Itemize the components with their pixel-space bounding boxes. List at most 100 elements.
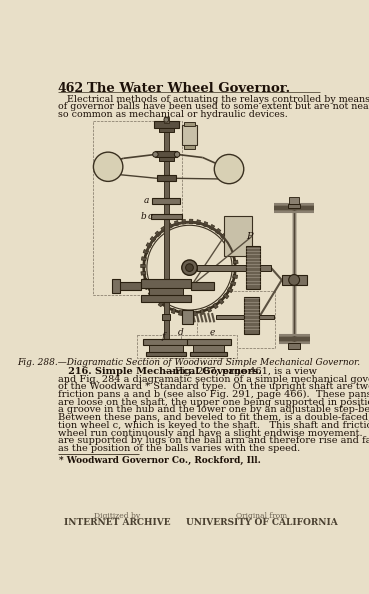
Polygon shape [231, 281, 236, 286]
Text: tion wheel c, which is keyed to the shaft.   This shaft and friction: tion wheel c, which is keyed to the shaf… [58, 421, 369, 430]
Text: of governor balls have been used to some extent but are not nearly: of governor balls have been used to some… [58, 102, 369, 112]
Bar [184, 145, 195, 149]
Text: 462: 462 [58, 82, 84, 95]
Bar [193, 345, 224, 352]
Bar [159, 128, 174, 132]
Bar [137, 336, 196, 359]
Circle shape [182, 260, 197, 276]
Text: as the position of the balls varies with the speed.: as the position of the balls varies with… [58, 444, 300, 453]
Bar [162, 314, 170, 320]
Text: are supported by lugs on the ball arm and therefore rise and fall: are supported by lugs on the ball arm an… [58, 436, 369, 446]
Polygon shape [167, 223, 172, 229]
Bar [155, 151, 177, 157]
Polygon shape [171, 308, 176, 314]
Text: Between these pans, and beveled to fit them, is a double-faced, fric-: Between these pans, and beveled to fit t… [58, 413, 369, 422]
Bar [159, 157, 174, 160]
Bar [149, 345, 183, 352]
Bar [216, 315, 274, 319]
Polygon shape [141, 264, 145, 268]
Bar [157, 175, 176, 181]
Text: —Fig. 287, page 461, is a view: —Fig. 287, page 461, is a view [165, 367, 317, 376]
Polygon shape [196, 220, 200, 225]
Circle shape [289, 274, 300, 285]
Text: c: c [148, 211, 153, 220]
Polygon shape [231, 252, 237, 257]
Bar [224, 216, 252, 256]
Polygon shape [161, 226, 166, 232]
Text: a: a [144, 196, 149, 205]
Polygon shape [210, 225, 215, 230]
Polygon shape [200, 309, 204, 315]
Text: e: e [210, 328, 215, 337]
Polygon shape [203, 222, 208, 227]
Polygon shape [164, 305, 169, 311]
Polygon shape [227, 287, 233, 293]
Circle shape [144, 222, 235, 313]
Polygon shape [221, 233, 226, 239]
Text: and Fig. 284 a diagramatic section of a simple mechanical governor: and Fig. 284 a diagramatic section of a … [58, 375, 369, 384]
Bar [191, 282, 214, 290]
Polygon shape [142, 278, 148, 283]
Bar [154, 121, 179, 128]
Bar [246, 246, 260, 289]
Text: f: f [162, 331, 165, 340]
Bar [143, 339, 190, 345]
Text: d: d [178, 328, 184, 337]
Polygon shape [186, 311, 190, 316]
Bar [197, 290, 275, 349]
Bar [184, 122, 195, 126]
Polygon shape [175, 220, 179, 226]
Polygon shape [158, 301, 163, 307]
Text: UNIVERSITY OF CALIFORNIA: UNIVERSITY OF CALIFORNIA [186, 518, 337, 527]
Text: b: b [141, 211, 146, 220]
Bar [146, 352, 186, 356]
Text: friction pans a and b (see also Fig. 291, page 466).  These pans: friction pans a and b (see also Fig. 291… [58, 390, 369, 399]
Polygon shape [225, 239, 231, 244]
Bar [182, 310, 193, 324]
Bar [244, 297, 259, 334]
Polygon shape [179, 311, 183, 315]
Polygon shape [143, 249, 149, 254]
Polygon shape [193, 311, 197, 316]
Text: * Woodward Governor Co., Rockford, Ill.: * Woodward Governor Co., Rockford, Ill. [59, 456, 261, 465]
Polygon shape [145, 285, 150, 290]
Polygon shape [153, 296, 158, 302]
Bar [141, 295, 191, 302]
Polygon shape [207, 307, 212, 312]
Polygon shape [232, 274, 238, 279]
Text: wheel run continuously and have a slight endwise movement.  They: wheel run continuously and have a slight… [58, 428, 369, 438]
Polygon shape [233, 260, 238, 264]
Bar [93, 121, 182, 295]
Polygon shape [229, 245, 234, 251]
Bar [112, 279, 120, 293]
Bar [164, 118, 169, 123]
Polygon shape [182, 219, 186, 225]
Circle shape [186, 264, 193, 271]
Bar [118, 282, 141, 290]
Bar [190, 352, 227, 356]
Text: P: P [246, 232, 252, 241]
Polygon shape [213, 303, 218, 309]
Bar [151, 214, 182, 219]
Polygon shape [215, 228, 221, 234]
Polygon shape [141, 271, 146, 275]
Bar [141, 279, 191, 289]
Text: a groove in the hub and the lower one by an adjustable step-bearing.: a groove in the hub and the lower one by… [58, 406, 369, 415]
Bar [289, 197, 299, 204]
Polygon shape [234, 268, 238, 271]
Text: so common as mechanical or hydraulic devices.: so common as mechanical or hydraulic dev… [58, 110, 287, 119]
Bar [182, 125, 197, 145]
Text: Digitized by: Digitized by [94, 511, 141, 520]
Polygon shape [150, 236, 156, 242]
Circle shape [175, 151, 180, 157]
Text: The Water Wheel Governor.: The Water Wheel Governor. [87, 82, 290, 95]
Text: Fig. 288.—Diagramatic Section of Woodward Simple Mechanical Governor.: Fig. 288.—Diagramatic Section of Woodwar… [17, 358, 360, 366]
Polygon shape [146, 242, 152, 248]
Circle shape [147, 225, 232, 310]
Bar [149, 289, 183, 295]
Bar [282, 276, 307, 285]
Bar [197, 264, 271, 271]
Polygon shape [148, 291, 154, 296]
Bar [288, 343, 300, 349]
Polygon shape [223, 293, 229, 299]
